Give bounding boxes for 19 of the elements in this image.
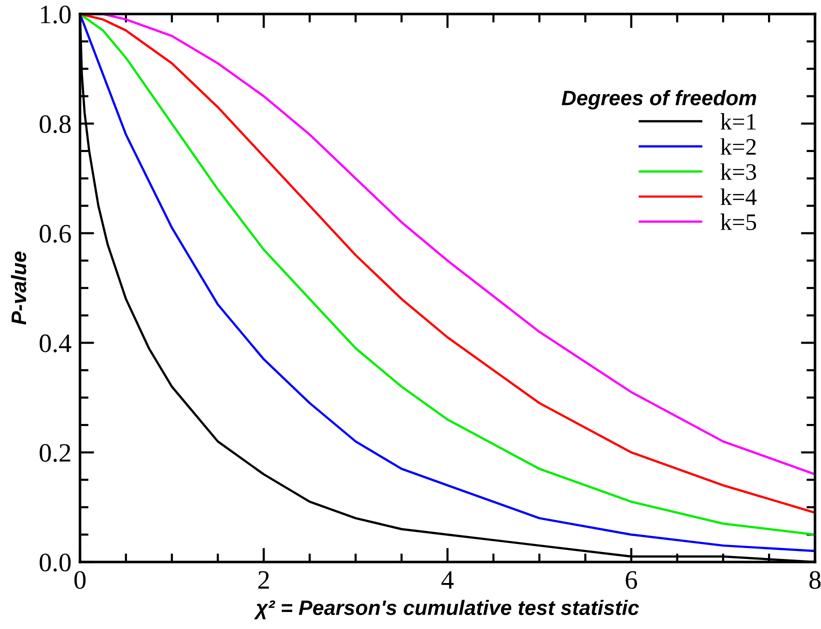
legend-label: k=1 [720,113,756,130]
y-tick-label: 0.0 [40,554,71,572]
legend-label: k=5 [720,214,756,230]
x-tick-label: 4 [441,571,454,589]
y-tick-label: 0.6 [40,224,71,243]
x-tick-label: 6 [626,571,638,589]
legend-label: k=2 [720,138,756,155]
legend-label: k=4 [720,188,757,205]
legend-title: Degrees of freedom [562,90,756,110]
y-axis-title: P-value [10,252,26,325]
x-tick-label: 0 [74,571,86,589]
y-tick-label: 1.0 [41,6,71,24]
y-tick-label: 0.4 [40,334,72,352]
x-tick-label: 8 [809,571,821,589]
legend-label: k=3 [720,163,756,180]
y-tick-label: 0.8 [40,115,71,134]
x-axis-title: χ² = Pearson's cumulative test statistic [254,600,639,620]
y-tick-label: 0.2 [40,444,70,462]
x-tick-label: 2 [258,571,269,589]
